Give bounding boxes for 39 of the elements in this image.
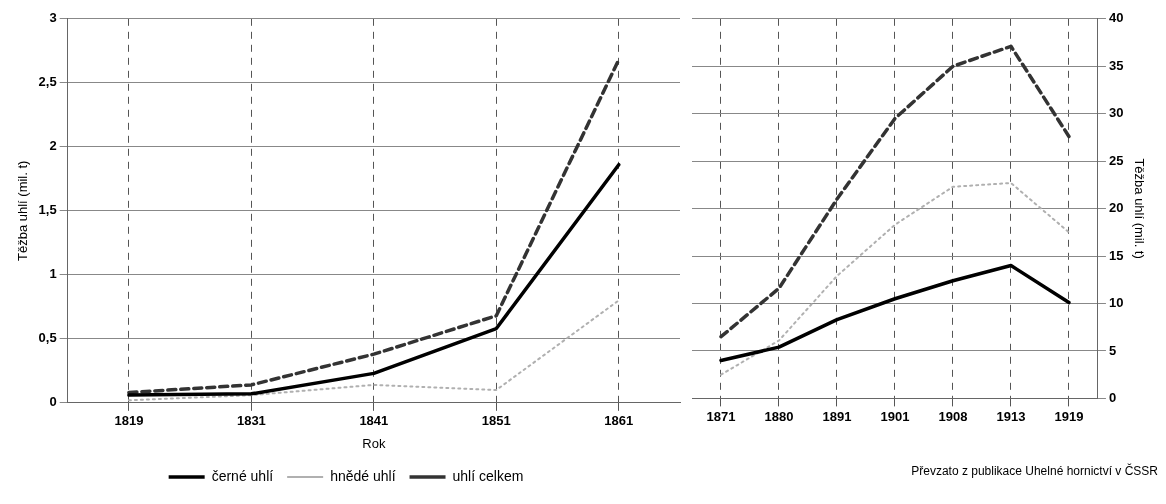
x-axis-title: Rok [362,435,386,451]
line-series [127,299,620,402]
y2-tick-label: 35 [1108,57,1124,73]
y2-tick-label: 10 [1108,295,1124,311]
y-axis-title: Těžba uhlí (mil. t) [15,160,31,262]
x-tick-label: 1861 [604,413,634,429]
y-tick-label: 2,5 [38,74,57,90]
x-tick-label: 1901 [880,408,910,424]
x-tick-label: 1831 [236,413,266,429]
y-tick-label: 0 [49,394,57,410]
x-tick-label: 1891 [822,408,852,424]
line-series [720,181,1070,376]
y-tick-label: 0,5 [38,330,57,346]
y-tick-label: 1,5 [38,202,57,218]
y2-tick-label: 25 [1108,152,1124,168]
y2-tick-label: 40 [1108,10,1124,26]
x-tick-label: 1841 [359,413,389,429]
y2-axis-title: Těžba uhlí (mil. t) [1131,158,1147,259]
x-tick-label: 1819 [114,413,144,429]
y-tick-label: 1 [49,266,57,282]
y2-tick-label: 5 [1108,342,1117,358]
y2-tick-label: 0 [1108,389,1117,405]
line-series [127,58,621,395]
y2-tick-label: 20 [1108,200,1124,216]
legend-label: uhlí celkem [452,467,524,484]
legend-label: černé uhlí [211,467,274,484]
text: Převzato z publikace Uhelné hornictví v ČSSR [910,464,1158,478]
x-tick-label: 1913 [996,408,1026,424]
x-tick-label: 1908 [938,408,968,424]
legend-label: hnědé uhlí [330,467,396,484]
x-tick-label: 1880 [764,408,794,424]
y2-tick-label: 15 [1108,247,1124,263]
y2-tick-label: 30 [1108,105,1124,121]
line-series [719,44,1071,339]
y-tick-label: 3 [49,10,57,26]
x-tick-label: 1919 [1054,408,1084,424]
y-tick-label: 2 [49,138,57,154]
x-tick-label: 1851 [481,413,511,429]
x-tick-label: 1871 [706,408,736,424]
